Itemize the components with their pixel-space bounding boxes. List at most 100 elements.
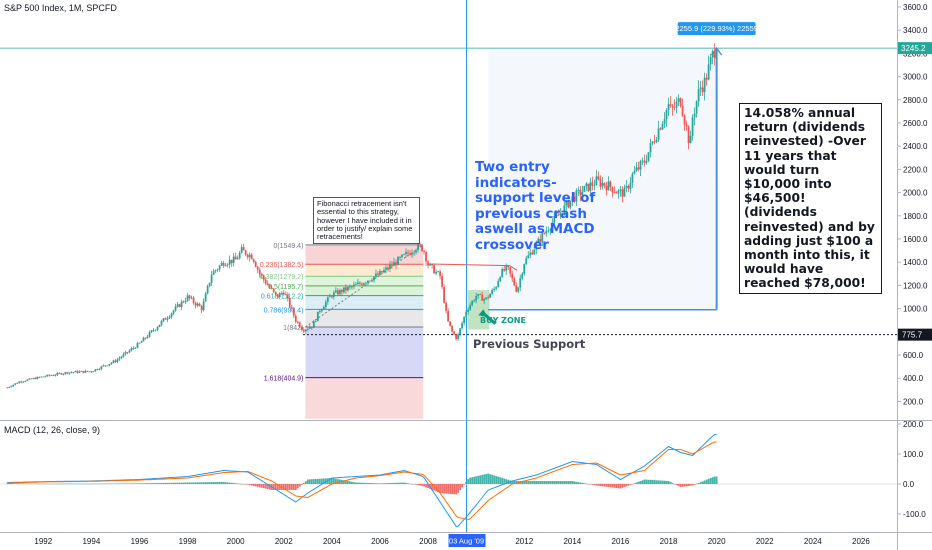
price-candle	[342, 287, 345, 293]
macd-histogram-bar	[70, 483, 73, 485]
macd-histogram-bar	[623, 484, 626, 487]
macd-histogram-bar	[346, 481, 349, 484]
price-candle	[210, 274, 213, 283]
macd-histogram-bar	[222, 481, 225, 484]
macd-histogram-bar	[28, 483, 31, 485]
price-candle	[649, 143, 652, 153]
price-candle	[128, 350, 131, 353]
macd-histogram-bar	[110, 483, 113, 485]
price-candle	[298, 322, 301, 328]
macd-histogram-bar	[709, 478, 712, 484]
macd-histogram-bar	[86, 483, 89, 485]
macd-histogram-bar	[365, 482, 367, 484]
price-candle	[42, 376, 45, 378]
price-candle	[242, 247, 245, 251]
price-candle	[603, 182, 606, 186]
macd-histogram-bar	[483, 474, 486, 484]
price-candle	[349, 286, 351, 288]
macd-histogram-bar	[641, 480, 644, 484]
price-candle	[100, 366, 103, 370]
price-candle	[503, 269, 506, 271]
price-candle	[529, 252, 532, 256]
price-candle	[36, 376, 39, 380]
price-candle	[178, 304, 181, 307]
price-candle	[156, 327, 159, 330]
macd-histogram-bar	[262, 484, 265, 489]
price-candle	[647, 152, 650, 162]
macd-histogram-bar	[665, 480, 668, 484]
price-candle	[687, 126, 690, 144]
price-candle	[443, 286, 445, 303]
macd-histogram-bar	[286, 484, 289, 490]
time-tick-label: 1992	[34, 537, 52, 546]
price-candle	[112, 360, 115, 363]
price-candle	[154, 329, 157, 331]
time-tick-label: 2026	[852, 537, 870, 546]
macd-indicator-title: MACD (12, 26, close, 9)	[4, 425, 101, 435]
price-candle	[162, 318, 165, 322]
price-candle	[517, 287, 520, 292]
fib-band	[305, 285, 424, 296]
macd-histogram-bar	[290, 484, 293, 490]
entry-indicators-note[interactable]: Two entry indicators- support level of p…	[475, 159, 596, 253]
time-tick-label: 1994	[82, 537, 100, 546]
price-candle	[361, 283, 363, 285]
macd-histogram-bar	[250, 484, 253, 486]
price-candle	[515, 285, 518, 292]
price-candle	[383, 269, 385, 273]
macd-histogram-bar	[643, 479, 646, 484]
price-candle	[563, 205, 566, 215]
price-candle	[353, 284, 355, 287]
price-candle	[429, 263, 431, 266]
price-tick-label: 1200.0	[903, 281, 928, 290]
price-candle	[683, 115, 686, 125]
macd-histogram-bar	[94, 483, 97, 485]
macd-histogram-bar	[160, 482, 163, 484]
macd-histogram-bar	[359, 482, 361, 484]
macd-histogram-bar	[481, 474, 484, 484]
macd-histogram-bar	[547, 481, 550, 484]
price-candle	[385, 267, 387, 270]
macd-histogram-bar	[176, 482, 179, 484]
time-tick-label: 2002	[275, 537, 293, 546]
macd-histogram-bar	[587, 484, 590, 485]
price-candle	[377, 273, 379, 275]
macd-histogram-bar	[395, 482, 397, 484]
macd-histogram-bar	[443, 484, 445, 494]
price-candle	[208, 282, 211, 286]
price-candle	[198, 303, 201, 307]
macd-histogram-bar	[188, 482, 191, 484]
price-candle	[326, 297, 329, 302]
macd-histogram-bar	[511, 481, 514, 484]
macd-histogram-bar	[84, 483, 87, 485]
price-candle	[499, 277, 502, 282]
price-candle	[541, 233, 544, 243]
price-candle	[202, 301, 205, 311]
price-candle	[623, 187, 626, 197]
macd-histogram-bar	[459, 484, 462, 491]
price-candle	[597, 176, 600, 180]
macd-histogram-bar	[92, 483, 95, 485]
price-candle	[433, 265, 435, 274]
macd-histogram-bar	[375, 483, 377, 484]
fibonacci-note[interactable]: Fibonacci retracement isn't essential to…	[313, 197, 420, 245]
macd-histogram-bar	[393, 482, 395, 484]
price-candle	[48, 374, 51, 376]
macd-histogram-bar	[421, 484, 423, 486]
macd-histogram-bar	[278, 484, 281, 490]
price-candle	[439, 271, 441, 277]
buy-zone-arrowhead	[478, 309, 488, 318]
macd-histogram-bar	[208, 482, 211, 484]
price-candle	[497, 281, 500, 288]
macd-histogram-bar	[294, 484, 297, 490]
price-candle	[459, 328, 462, 335]
macd-histogram-bar	[312, 479, 315, 484]
annual-return-note[interactable]: 14.058% annual return (dividends reinves…	[739, 103, 882, 294]
price-candle	[194, 302, 197, 306]
macd-histogram-bar	[355, 482, 357, 484]
price-candle	[639, 161, 642, 170]
macd-histogram-bar	[180, 482, 183, 484]
price-candle	[701, 87, 704, 93]
price-candle	[124, 352, 127, 355]
price-candle	[262, 275, 265, 280]
